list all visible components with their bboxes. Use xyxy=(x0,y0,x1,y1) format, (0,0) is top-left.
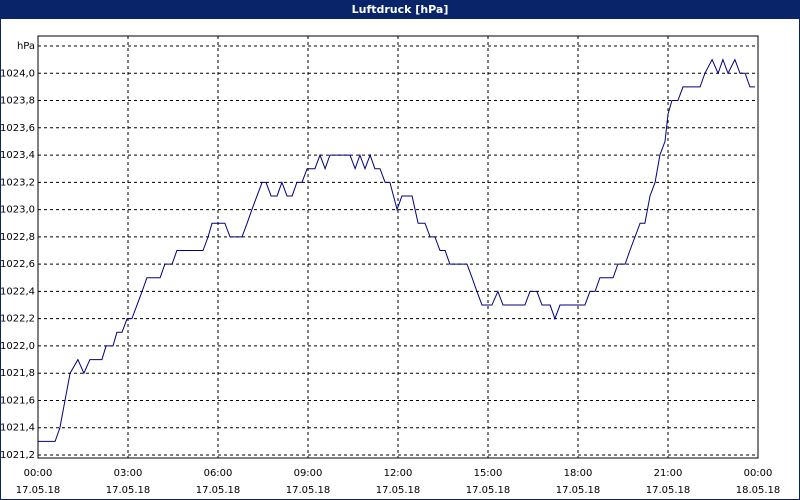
x-tick-label: 03:00 xyxy=(114,468,143,479)
y-tick-label: 1022,6 xyxy=(0,259,35,270)
y-tick-label: 1021,4 xyxy=(0,423,35,434)
x-tick-label: 06:00 xyxy=(204,468,233,479)
chart-title: Luftdruck [hPa] xyxy=(352,3,449,16)
y-tick-label: 1022,0 xyxy=(0,341,35,352)
y-tick-label: 1022,8 xyxy=(0,232,35,243)
x-tick-date: 17.05.18 xyxy=(196,485,241,496)
x-tick-date: 17.05.18 xyxy=(106,485,151,496)
title-bar xyxy=(0,0,800,19)
y-tick-label: 1023,2 xyxy=(0,177,35,188)
x-tick-date: 18.05.18 xyxy=(736,485,781,496)
y-tick-label: 1022,4 xyxy=(0,286,35,297)
x-tick-label: 18:00 xyxy=(564,468,593,479)
x-tick-date: 17.05.18 xyxy=(466,485,511,496)
y-tick-label: 1023,0 xyxy=(0,205,35,216)
x-tick-label: 00:00 xyxy=(744,468,773,479)
x-tick-date: 17.05.18 xyxy=(556,485,601,496)
y-tick-label: 1024,0 xyxy=(0,68,35,79)
x-tick-label: 21:00 xyxy=(654,468,683,479)
y-tick-label: 1021,6 xyxy=(0,395,35,406)
y-tick-label: 1023,4 xyxy=(0,150,35,161)
x-tick-label: 00:00 xyxy=(24,468,53,479)
data-line xyxy=(38,58,755,442)
x-tick-label: 15:00 xyxy=(474,468,503,479)
y-tick-label: 1023,8 xyxy=(0,96,35,107)
y-tick-label: hPa xyxy=(17,41,35,52)
y-tick-label: 1021,2 xyxy=(0,450,35,461)
x-tick-date: 17.05.18 xyxy=(16,485,61,496)
x-tick-date: 17.05.18 xyxy=(376,485,421,496)
x-tick-label: 09:00 xyxy=(294,468,323,479)
y-tick-label: 1023,6 xyxy=(0,123,35,134)
x-tick-date: 17.05.18 xyxy=(646,485,691,496)
y-tick-label: 1021,8 xyxy=(0,368,35,379)
y-tick-label: 1022,2 xyxy=(0,314,35,325)
x-tick-label: 12:00 xyxy=(384,468,413,479)
x-tick-date: 17.05.18 xyxy=(286,485,331,496)
